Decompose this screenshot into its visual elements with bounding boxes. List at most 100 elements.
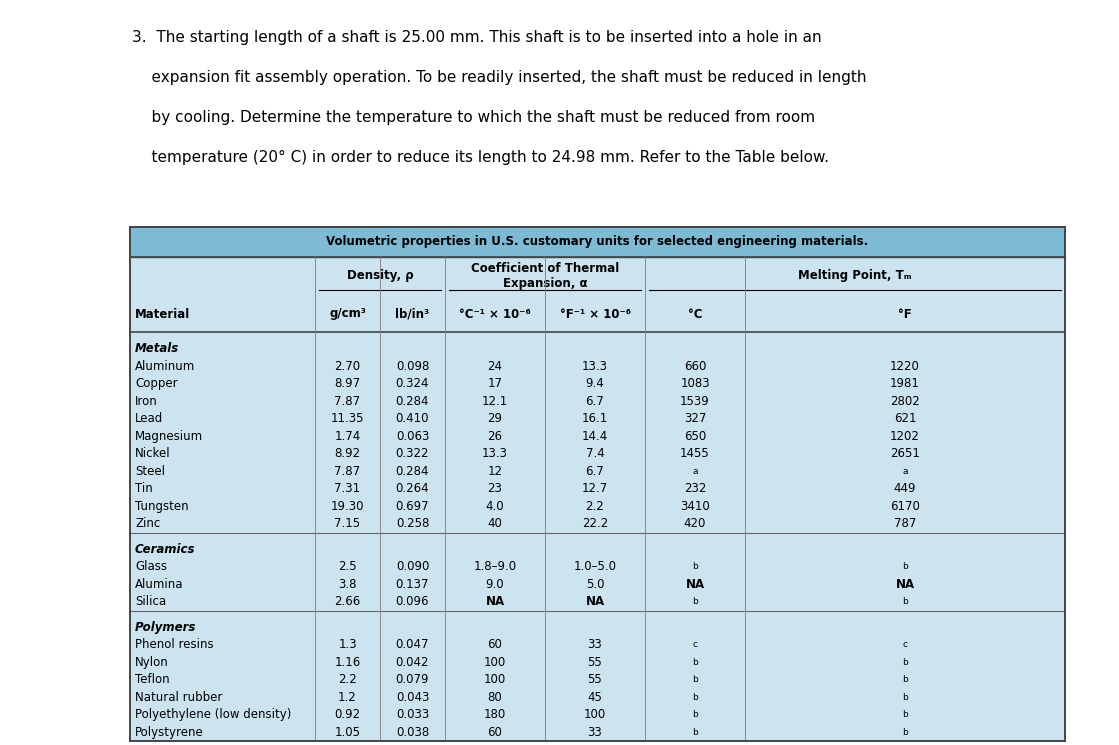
Text: lb/in³: lb/in³ <box>395 308 430 320</box>
Text: Polyethylene (low density): Polyethylene (low density) <box>135 708 291 721</box>
Text: 180: 180 <box>483 708 506 721</box>
Text: 17: 17 <box>488 377 502 390</box>
Text: 0.096: 0.096 <box>396 595 430 608</box>
Text: °F⁻¹ × 10⁻⁶: °F⁻¹ × 10⁻⁶ <box>560 308 630 320</box>
Text: 0.697: 0.697 <box>396 500 430 513</box>
Text: Metals: Metals <box>135 342 179 355</box>
Text: 0.043: 0.043 <box>396 691 430 704</box>
Text: 100: 100 <box>483 673 506 686</box>
Text: 22.2: 22.2 <box>582 517 608 530</box>
Text: 80: 80 <box>488 691 502 704</box>
Text: °F: °F <box>899 308 912 320</box>
Text: 2.70: 2.70 <box>335 360 360 372</box>
Text: 0.098: 0.098 <box>396 360 430 372</box>
Text: 1.8–9.0: 1.8–9.0 <box>473 560 517 573</box>
Text: Silica: Silica <box>135 595 166 608</box>
Text: 1.05: 1.05 <box>335 726 360 739</box>
Text: 100: 100 <box>584 708 606 721</box>
Text: 1455: 1455 <box>680 447 709 460</box>
Text: 55: 55 <box>587 656 602 669</box>
Text: 2.2: 2.2 <box>338 673 357 686</box>
Text: 40: 40 <box>488 517 502 530</box>
Text: Coefficient of Thermal: Coefficient of Thermal <box>471 262 619 276</box>
Text: 1539: 1539 <box>680 395 709 408</box>
Text: b: b <box>902 710 908 719</box>
Text: 60: 60 <box>488 726 502 739</box>
Text: 100: 100 <box>483 656 506 669</box>
Text: g/cm³: g/cm³ <box>329 308 366 320</box>
Text: 29: 29 <box>488 412 502 425</box>
Text: b: b <box>693 675 698 684</box>
Text: Phenol resins: Phenol resins <box>135 638 214 651</box>
Text: Nickel: Nickel <box>135 447 170 460</box>
Text: Natural rubber: Natural rubber <box>135 691 223 704</box>
Text: 3.  The starting length of a shaft is 25.00 mm. This shaft is to be inserted int: 3. The starting length of a shaft is 25.… <box>132 30 821 45</box>
Text: 4.0: 4.0 <box>486 500 505 513</box>
Bar <box>130 227 1065 257</box>
Text: 0.047: 0.047 <box>396 638 430 651</box>
Text: 621: 621 <box>894 412 916 425</box>
Text: 1.74: 1.74 <box>335 430 360 443</box>
Text: b: b <box>693 597 698 606</box>
Text: 1083: 1083 <box>680 377 709 390</box>
Text: 650: 650 <box>684 430 706 443</box>
Text: b: b <box>902 562 908 571</box>
Text: Material: Material <box>135 308 190 320</box>
Text: Ceramics: Ceramics <box>135 543 196 556</box>
Text: 420: 420 <box>684 517 706 530</box>
Text: 0.284: 0.284 <box>396 395 430 408</box>
Text: 7.31: 7.31 <box>335 482 360 495</box>
Text: 327: 327 <box>684 412 706 425</box>
Text: 0.063: 0.063 <box>396 430 430 443</box>
Text: Polystyrene: Polystyrene <box>135 726 204 739</box>
Text: b: b <box>902 693 908 702</box>
Text: a: a <box>693 467 698 476</box>
Text: 0.042: 0.042 <box>396 656 430 669</box>
Text: b: b <box>902 658 908 667</box>
Text: 11.35: 11.35 <box>331 412 365 425</box>
Text: 0.284: 0.284 <box>396 465 430 478</box>
Text: 12.7: 12.7 <box>582 482 608 495</box>
Text: 7.15: 7.15 <box>335 517 360 530</box>
Text: 23: 23 <box>488 482 502 495</box>
Text: 660: 660 <box>684 360 706 372</box>
Text: Copper: Copper <box>135 377 178 390</box>
Text: 449: 449 <box>894 482 916 495</box>
Text: 0.258: 0.258 <box>396 517 430 530</box>
Text: Lead: Lead <box>135 412 163 425</box>
Text: 13.3: 13.3 <box>482 447 508 460</box>
Text: temperature (20° C) in order to reduce its length to 24.98 mm. Refer to the Tabl: temperature (20° C) in order to reduce i… <box>132 150 829 165</box>
Text: 1.16: 1.16 <box>335 656 360 669</box>
Text: NA: NA <box>686 578 705 591</box>
Text: 24: 24 <box>488 360 502 372</box>
Text: Alumina: Alumina <box>135 578 184 591</box>
Text: 6.7: 6.7 <box>585 465 604 478</box>
Text: b: b <box>902 728 908 737</box>
Text: Volumetric properties in U.S. customary units for selected engineering materials: Volumetric properties in U.S. customary … <box>327 235 868 249</box>
Text: 8.97: 8.97 <box>335 377 360 390</box>
Text: 6170: 6170 <box>890 500 920 513</box>
Text: Magnesium: Magnesium <box>135 430 204 443</box>
Text: 7.87: 7.87 <box>335 395 360 408</box>
Text: 1.0–5.0: 1.0–5.0 <box>574 560 617 573</box>
Text: 3.8: 3.8 <box>338 578 357 591</box>
Text: 8.92: 8.92 <box>335 447 360 460</box>
Text: 1202: 1202 <box>890 430 920 443</box>
Text: Expansion, α: Expansion, α <box>502 276 587 290</box>
Text: 14.4: 14.4 <box>582 430 608 443</box>
Text: 45: 45 <box>587 691 602 704</box>
Text: °C⁻¹ × 10⁻⁶: °C⁻¹ × 10⁻⁶ <box>459 308 530 320</box>
Text: b: b <box>693 710 698 719</box>
Text: 0.038: 0.038 <box>396 726 429 739</box>
Text: 2651: 2651 <box>890 447 920 460</box>
Text: 2.5: 2.5 <box>338 560 357 573</box>
Text: 16.1: 16.1 <box>582 412 608 425</box>
Text: by cooling. Determine the temperature to which the shaft must be reduced from ro: by cooling. Determine the temperature to… <box>132 110 815 125</box>
Text: Steel: Steel <box>135 465 164 478</box>
Text: 19.30: 19.30 <box>331 500 365 513</box>
Text: 0.410: 0.410 <box>396 412 430 425</box>
Text: NA: NA <box>585 595 604 608</box>
Text: 0.322: 0.322 <box>396 447 430 460</box>
Text: 0.090: 0.090 <box>396 560 430 573</box>
Text: Teflon: Teflon <box>135 673 170 686</box>
